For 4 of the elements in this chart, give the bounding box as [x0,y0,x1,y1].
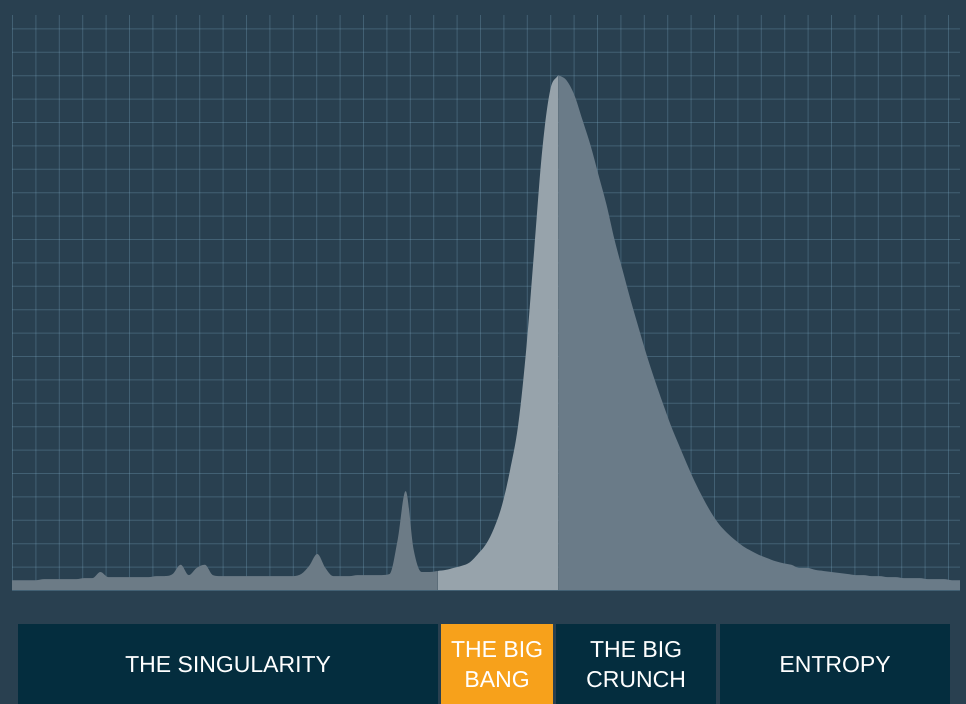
text: THE BIG CRUNCH [585,635,687,694]
text: THE BIG BANG [450,635,544,694]
text: THE SINGULARITY [125,650,331,679]
text: ENTROPY [779,650,891,679]
